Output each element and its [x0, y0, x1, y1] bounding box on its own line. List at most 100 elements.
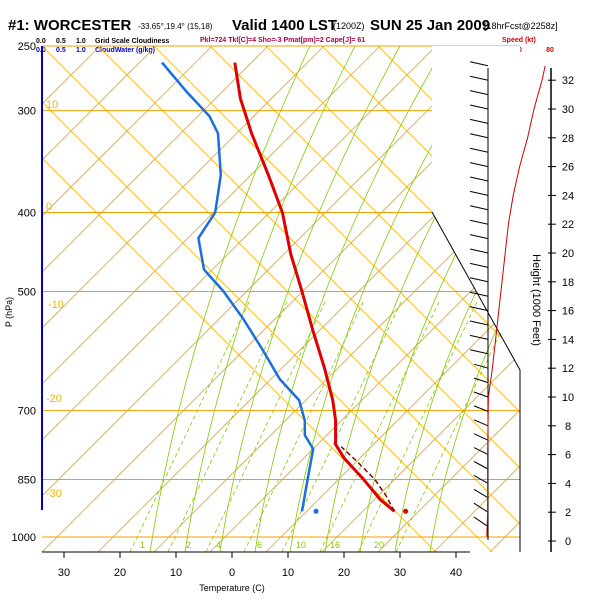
cloud-tick-0: 0.0: [36, 38, 46, 45]
moist-adiabat-line: [359, 136, 520, 552]
pressure-tick-label: 300: [18, 106, 36, 118]
height-tick-label: 24: [562, 190, 574, 202]
wind-barb: [473, 405, 489, 412]
surface-temperature-point: [403, 508, 409, 514]
wind-barb: [469, 61, 489, 67]
moist-adiabat-line: [394, 205, 520, 552]
parcel-line: [340, 446, 396, 512]
isotherm-line: [321, 353, 520, 552]
mixing-ratio-line: [205, 299, 327, 552]
station-name: #1: WORCESTER: [8, 17, 132, 34]
wind-barb: [473, 488, 489, 499]
wind-barb: [469, 349, 489, 355]
surface-dewpoint-point: [313, 508, 319, 514]
mixing-ratio-label: 6: [257, 540, 262, 550]
wind-barb: [473, 377, 489, 384]
x-tick-label: 20: [114, 567, 126, 579]
wind-barb: [469, 205, 489, 211]
mixing-ratio-label: 2: [186, 540, 191, 550]
dry-adiabat-label: -20: [46, 393, 62, 405]
wind-barb: [469, 320, 489, 326]
mixing-ratio-label: 16: [330, 540, 340, 550]
water-tick-1: 0.5: [56, 47, 66, 54]
temperature-line: [233, 62, 396, 513]
pressure-tick-label: 850: [18, 474, 36, 486]
pressure-tick-label: 700: [18, 406, 36, 418]
wind-barb: [473, 363, 489, 369]
wind-barb: [469, 90, 489, 96]
height-tick-label: 18: [562, 277, 574, 289]
isotherm-line: [97, 129, 520, 552]
height-tick-label: 10: [562, 392, 574, 404]
mixing-ratio-line: [395, 299, 517, 552]
mixing-ratio-line: [129, 299, 251, 552]
wind-barb: [469, 190, 489, 196]
mixing-ratio-label: 4: [216, 540, 221, 550]
wind-barb: [473, 474, 489, 484]
y-axis-label: P (hPa): [4, 297, 14, 327]
height-tick-label: 8: [565, 421, 571, 433]
wind-barb: [473, 391, 489, 398]
x-tick-label: 10: [170, 567, 182, 579]
wind-barb: [469, 234, 489, 240]
wind-barb: [469, 75, 489, 81]
wind-barb: [469, 147, 489, 153]
x-tick-label: 0: [229, 567, 235, 579]
wind-barb: [469, 219, 489, 225]
wind-barb: [469, 306, 489, 312]
wind-barb: [473, 433, 489, 441]
height-tick-label: 2: [565, 507, 571, 519]
wind-barb: [469, 162, 489, 168]
dry-adiabat-line: [42, 46, 520, 525]
x-tick-label: 10: [282, 567, 294, 579]
isotherm-line: [42, 46, 381, 385]
dry-adiabat-line: [546, 46, 600, 552]
isotherm-line: [42, 46, 213, 217]
height-tick-label: 32: [562, 75, 574, 87]
moist-adiabat-line: [254, 46, 446, 552]
wind-barb: [469, 104, 489, 110]
mixing-ratio-line: [281, 299, 403, 552]
mixing-ratio-line: [357, 299, 479, 552]
height-tick-label: 12: [562, 363, 574, 375]
wind-barb: [469, 334, 489, 340]
wind-barb: [473, 419, 489, 427]
chart-header: #1: WORCESTER -33.65°,19.4° (15,18) Vali…: [8, 17, 558, 54]
water-legend-label: CloudWater (g/kg): [95, 47, 155, 54]
x-tick-label: 40: [450, 567, 462, 579]
wind-barb: [473, 516, 489, 528]
station-coords: -33.65°,19.4° (15,18): [138, 22, 213, 31]
cloud-tick-2: 1.0: [76, 38, 86, 45]
stability-indices: Pkl=724 Tkl[C]=4 Sho=-3 Pmat[pm]=2 Cape[…: [200, 37, 365, 44]
wind-barb: [473, 502, 489, 513]
wind-column-border: [431, 211, 521, 552]
dry-adiabat-label: -30: [46, 488, 62, 500]
speed-tick-80: 80: [546, 47, 554, 54]
x-tick-label: 30: [394, 567, 406, 579]
height-tick-label: 6: [565, 450, 571, 462]
isotherm-line: [42, 46, 269, 273]
isotherm-line: [377, 409, 520, 552]
wind-barb: [473, 447, 489, 456]
wind-barb: [469, 248, 489, 254]
dry-adiabat-line: [153, 46, 520, 413]
mixing-ratio-line: [319, 299, 441, 552]
cloud-tick-1: 0.5: [56, 38, 66, 45]
pressure-tick-label: 500: [18, 287, 36, 299]
wind-barb: [469, 133, 489, 139]
sounding-profiles: [161, 61, 409, 514]
pressure-tick-label: 1000: [12, 532, 36, 544]
moist-adiabat-line: [184, 46, 356, 552]
wind-barb: [469, 291, 489, 297]
mixing-ratio-label: 10: [296, 540, 306, 550]
dry-adiabat-line: [42, 101, 493, 552]
mixing-ratio-line: [243, 299, 365, 552]
speed-title: Speed (kt): [502, 37, 536, 44]
height-tick-label: 0: [565, 536, 571, 548]
wind-barb: [473, 461, 489, 470]
mixing-ratio-label: 20: [374, 540, 384, 550]
wind-barb: [469, 262, 489, 268]
dry-adiabat-label: 0: [46, 201, 52, 213]
